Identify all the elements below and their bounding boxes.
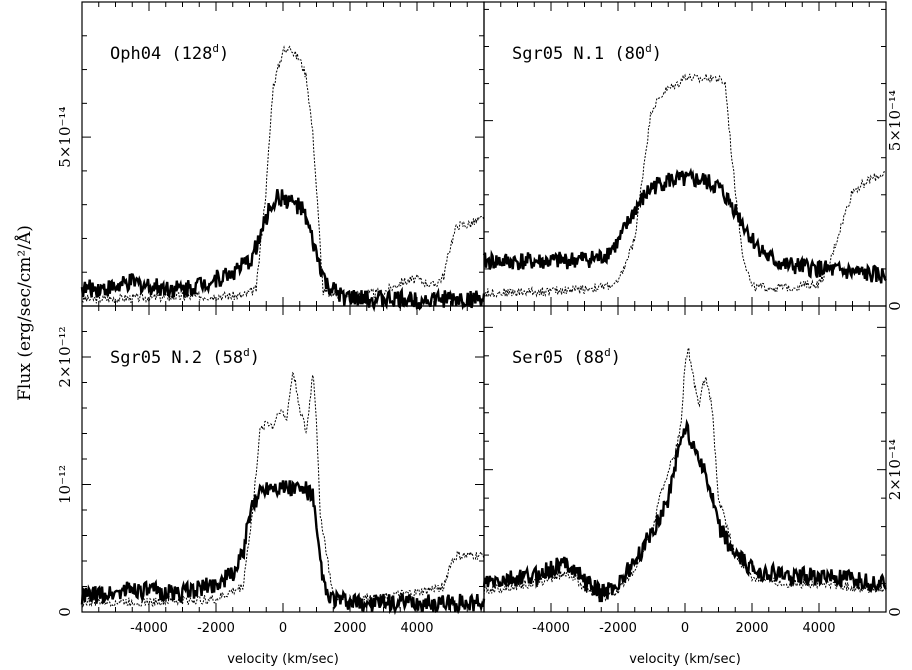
series-line-solid [482,167,887,284]
x-tick-label: 4000 [400,621,433,636]
series-line-dashed [81,45,485,305]
series-line-dashed [483,345,887,602]
y-tick-label: 10⁻¹² [56,465,74,504]
x-tick-label: -2000 [599,621,637,636]
panel-top-left: 5×10⁻¹⁴ Oph04 (128d) [56,1,486,313]
panel-annotation: Oph04 (128d) [110,42,229,64]
x-axis-label-left: velocity (km/sec) [227,652,339,667]
x-tick-label: 4000 [802,621,835,636]
x-axis-label-right: velocity (km/sec) [629,652,741,667]
y-tick-label: 0 [886,607,904,617]
y-tick-label: 0 [886,301,904,311]
series-line-dashed [81,371,485,608]
panel-top-right: 0 5×10⁻¹⁴ Sgr05 N.1 (80d) [482,1,904,311]
panel-annotation: Sgr05 N.1 (80d) [512,42,662,64]
y-tick-label: 2×10⁻¹² [56,326,74,387]
panel-bottom-left: 0 10⁻¹² 2×10⁻¹² -4000 -2000 0 2000 4000 Sgr05 N.… [56,305,486,636]
x-tick-label: -4000 [532,621,570,636]
y-tick-label: 2×10⁻¹⁴ [886,439,904,500]
series-line-solid [80,188,486,313]
y-tick-label: 5×10⁻¹⁴ [886,90,904,151]
y-tick-label: 5×10⁻¹⁴ [56,107,74,168]
panel-annotation: Sgr05 N.2 (58d) [110,346,260,368]
series-line-solid [80,479,486,616]
y-tick-label: 0 [56,607,74,617]
panel-annotation: Ser05 (88d) [512,346,621,368]
y-axis-label: Flux (erg/sec/cm²/Å) [14,225,35,401]
x-tick-label: 2000 [333,621,366,636]
x-tick-label: 0 [681,621,689,636]
x-tick-label: -2000 [197,621,235,636]
series-line-solid [482,418,887,603]
series-line-dashed [483,73,886,299]
panel-bottom-right: 0 2×10⁻¹⁴ -4000 -2000 0 2000 4000 Ser05 (88d) [482,305,904,636]
x-tick-label: -4000 [130,621,168,636]
x-tick-label: 2000 [735,621,768,636]
x-tick-label: 0 [279,621,287,636]
